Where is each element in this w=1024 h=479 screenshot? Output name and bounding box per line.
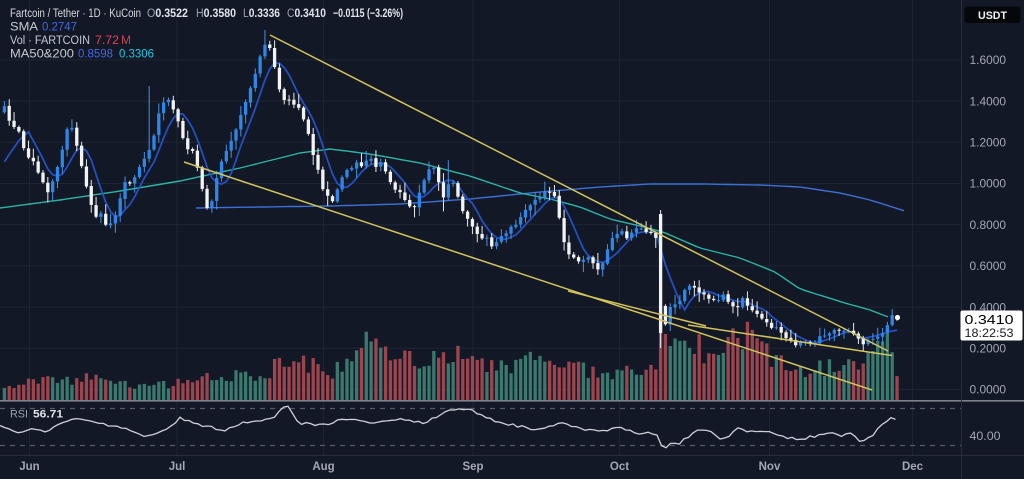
svg-text:40.00: 40.00 (970, 429, 1001, 443)
svg-text:0.8000: 0.8000 (970, 218, 1007, 232)
svg-text:Dec: Dec (902, 461, 924, 473)
svg-text:1.0000: 1.0000 (970, 177, 1007, 191)
svg-text:7.72: 7.72 (95, 35, 119, 47)
svg-text:C0.3410: C0.3410 (287, 8, 326, 20)
svg-text:0.2000: 0.2000 (970, 342, 1007, 356)
svg-text:SMA: SMA (10, 22, 38, 34)
svg-text:Jul: Jul (169, 461, 186, 473)
svg-text:0.2747: 0.2747 (42, 22, 77, 34)
svg-text:1.6000: 1.6000 (970, 53, 1007, 67)
svg-text:Jun: Jun (19, 461, 39, 473)
svg-text:L0.3336: L0.3336 (243, 8, 280, 20)
svg-text:Fartcoin / Tether · 1D · KuCoi: Fartcoin / Tether · 1D · KuCoin (10, 8, 141, 20)
svg-text:1.2000: 1.2000 (970, 136, 1007, 150)
svg-text:0.8598: 0.8598 (78, 49, 113, 61)
svg-text:O0.3522: O0.3522 (147, 8, 188, 20)
svg-text:Aug: Aug (312, 461, 334, 473)
svg-text:0.3306: 0.3306 (119, 49, 154, 61)
svg-text:Sep: Sep (462, 461, 483, 473)
svg-text:Oct: Oct (610, 461, 629, 473)
svg-text:18:22:53: 18:22:53 (965, 326, 1014, 340)
svg-text:0.0000: 0.0000 (970, 383, 1007, 397)
svg-text:MA50&200: MA50&200 (10, 49, 74, 61)
svg-text:1.4000: 1.4000 (970, 94, 1007, 108)
svg-text:Vol · FARTCOIN: Vol · FARTCOIN (10, 35, 90, 47)
svg-text:56.71: 56.71 (33, 409, 63, 421)
svg-text:0.6000: 0.6000 (970, 259, 1007, 273)
svg-text:H0.3580: H0.3580 (196, 8, 236, 20)
svg-text:0.3410: 0.3410 (965, 312, 1014, 327)
svg-text:M: M (121, 35, 131, 47)
svg-text:Nov: Nov (759, 461, 781, 473)
svg-text:USDT: USDT (978, 10, 1007, 22)
svg-text:RSI: RSI (10, 409, 28, 421)
svg-text:−0.0115 (−3.26%): −0.0115 (−3.26%) (333, 8, 403, 20)
